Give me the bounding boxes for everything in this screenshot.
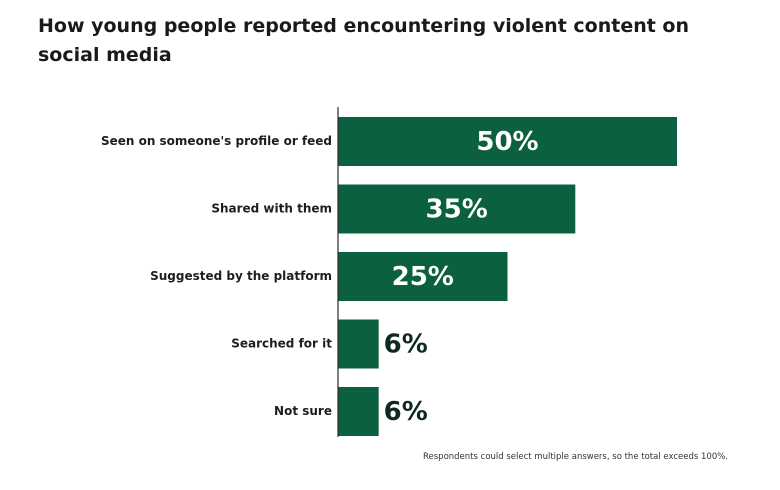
footnote: Respondents could select multiple answer… (423, 452, 729, 462)
bar (338, 319, 379, 369)
category-label: Suggested by the platform (150, 269, 332, 283)
value-label: 25% (392, 262, 454, 292)
value-label: 6% (384, 397, 428, 427)
bar (338, 387, 379, 436)
category-label: Shared with them (211, 202, 332, 216)
category-label: Searched for it (231, 337, 332, 351)
bar (338, 184, 576, 234)
category-label: Seen on someone's profile or feed (101, 134, 332, 148)
bar (338, 117, 677, 166)
value-label: 35% (426, 195, 488, 225)
value-label: 6% (384, 330, 428, 360)
bar (338, 252, 508, 301)
chart-title: How young people reported encountering v… (38, 15, 690, 66)
category-label: Not sure (274, 404, 332, 418)
value-label: 50% (476, 127, 538, 157)
